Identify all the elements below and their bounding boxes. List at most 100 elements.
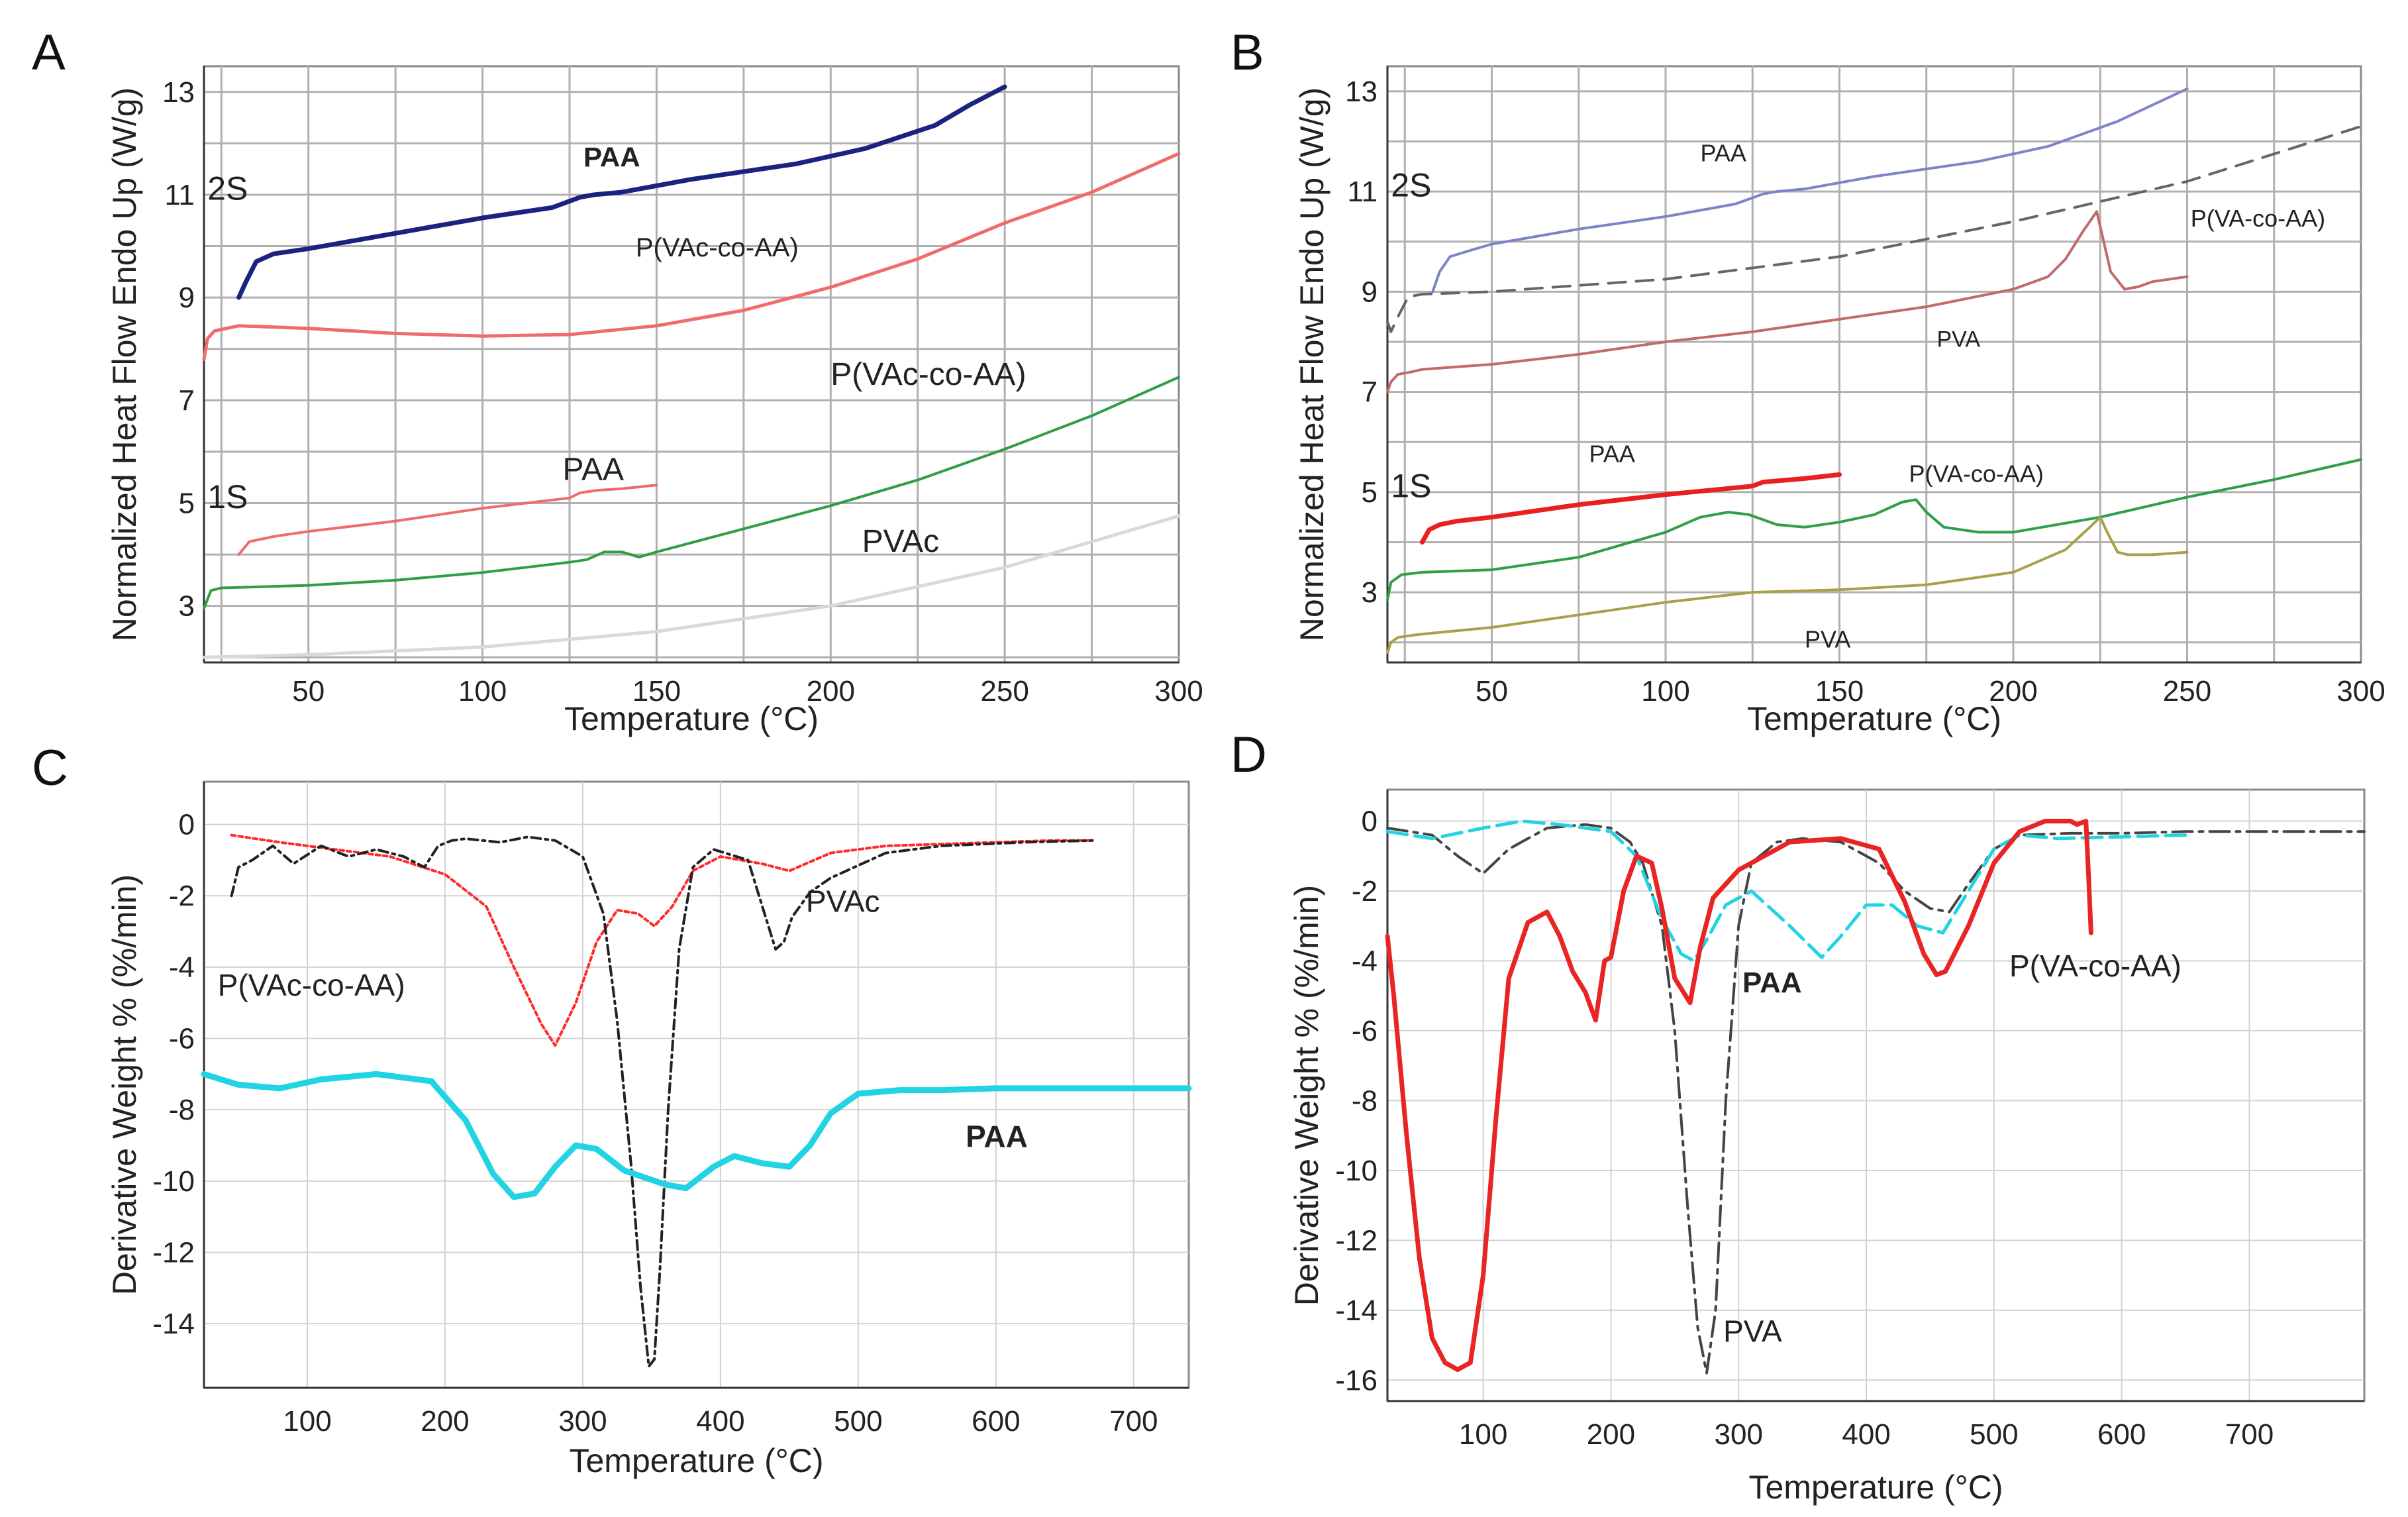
series-annotation: 2S	[1391, 167, 1431, 204]
gridlines	[1387, 66, 2361, 662]
series-line-pva-1s	[1386, 515, 2189, 654]
x-tick-label: 200	[1587, 1418, 1635, 1451]
y-tick-label: -8	[169, 1094, 195, 1126]
series-annotation: 1S	[207, 478, 248, 515]
y-tick-label: 0	[179, 809, 195, 841]
panel-d: D 100 200 300 400 500 600 700 0 -2 -4 -6 -8 -10 -12 -14…	[1230, 727, 2366, 1506]
y-tick-label: 11	[164, 179, 195, 211]
y-tick-label: -6	[169, 1023, 195, 1055]
x-tick-label: 100	[1641, 675, 1689, 707]
plot-area	[1386, 65, 2362, 664]
x-tick-label: 200	[1989, 675, 2037, 707]
series-line-pvac-1s	[202, 514, 1181, 659]
x-axis-title: Temperature (°C)	[564, 700, 819, 737]
series-line-paa-1s	[237, 484, 658, 556]
x-tick-label: 400	[696, 1405, 744, 1438]
x-tick-label: 250	[980, 675, 1028, 707]
series-line-paa	[201, 1071, 1192, 1200]
series-annotation: P(VAc-co-AA)	[636, 233, 799, 262]
series-group	[201, 833, 1192, 1368]
y-tick-label: -12	[152, 1236, 195, 1269]
x-axis-title: Temperature (°C)	[1747, 700, 2001, 737]
series-line-p-vac-co-aa	[230, 833, 1094, 1047]
series-line-paa-1s	[1420, 472, 1842, 545]
panel-c: C 100 200 300 400 500 600 700 0 -2 -4 -6 -8 -10 -12 -14…	[32, 740, 1192, 1479]
x-tick-label: 700	[2225, 1418, 2274, 1451]
x-tick-label: 300	[558, 1405, 607, 1438]
y-tick-label: 11	[1347, 176, 1378, 208]
y-tick-label: -6	[1352, 1015, 1378, 1047]
series-group	[1385, 819, 2366, 1375]
series-annotation: 2S	[207, 170, 248, 207]
panel-letter: C	[32, 740, 68, 796]
y-tick-label: -16	[1335, 1364, 1378, 1396]
y-tick-label: -2	[169, 880, 195, 912]
series-annotation: PVAc	[806, 884, 880, 918]
x-tick-label: 700	[1109, 1405, 1158, 1438]
x-tick-label: 100	[283, 1405, 331, 1438]
series-annotation: PAA	[583, 141, 640, 172]
series-line-p-va-co-aa	[1385, 819, 2093, 1372]
y-axis-title: Normalized Heat Flow Endo Up (W/g)	[1293, 87, 1330, 641]
y-tick-label: -14	[1335, 1294, 1378, 1327]
series-annotation: PVAc	[862, 524, 939, 559]
series-annotation: 1S	[1391, 467, 1431, 504]
panel-a: A 50 100 150 200 250 300 3 5 7 9 11 13 Temperature (°…	[32, 25, 1203, 737]
y-tick-label: 9	[179, 282, 195, 314]
gridlines	[204, 66, 1179, 662]
series-group	[1386, 87, 2362, 654]
panel-b: B 50 100 150 200 250 300 3 5 7 9 11 13 Temperature (°…	[1230, 25, 2385, 737]
y-tick-label: -12	[1335, 1224, 1378, 1257]
y-tick-label: 9	[1362, 276, 1378, 308]
series-annotation: PAA	[1701, 140, 1746, 167]
y-tick-label: -4	[1352, 945, 1378, 977]
x-tick-label: 600	[972, 1405, 1020, 1438]
y-tick-label: 3	[1362, 576, 1378, 609]
x-axis-title: Temperature (°C)	[1749, 1469, 2003, 1506]
series-annotation: P(VA-co-AA)	[2191, 205, 2325, 232]
series-annotation: PAA	[1589, 440, 1635, 467]
series-annotation: PAA	[966, 1120, 1028, 1154]
y-tick-label: 3	[179, 590, 195, 623]
y-tick-label: 5	[179, 487, 195, 519]
x-tick-label: 250	[2163, 675, 2211, 707]
y-tick-label: 7	[179, 384, 195, 417]
x-tick-label: 300	[1715, 1418, 1763, 1451]
series-annotation: P(VA-co-AA)	[1909, 460, 2044, 488]
series-line-pvac	[230, 835, 1094, 1368]
series-annotation: PAA	[1742, 967, 1802, 999]
series-annotation: P(VAc-co-AA)	[218, 968, 405, 1002]
x-tick-label: 600	[2097, 1418, 2146, 1451]
y-tick-label: -8	[1352, 1084, 1378, 1117]
x-tick-label: 500	[1970, 1418, 2018, 1451]
y-tick-label: 0	[1362, 805, 1378, 837]
x-tick-label: 500	[834, 1405, 882, 1438]
panel-letter: D	[1230, 727, 1267, 783]
panel-letter: B	[1230, 25, 1264, 81]
x-tick-label: 100	[458, 675, 507, 707]
series-annotation: PVA	[1805, 625, 1850, 653]
x-axis-title: Temperature (°C)	[570, 1442, 824, 1479]
plot-area	[203, 780, 1190, 1389]
y-axis-title: Normalized Heat Flow Endo Up (W/g)	[106, 87, 143, 641]
series-line-pva-2s	[1386, 210, 2189, 393]
y-tick-label: 7	[1362, 376, 1378, 409]
x-tick-label: 150	[632, 675, 681, 707]
panel-letter: A	[32, 25, 66, 81]
y-axis-title: Derivative Weight % (%/min)	[1288, 885, 1325, 1306]
x-tick-label: 50	[292, 675, 325, 707]
plot-area	[203, 65, 1180, 664]
x-tick-label: 150	[1815, 675, 1864, 707]
gridlines	[1387, 790, 2364, 1401]
x-tick-label: 400	[1842, 1418, 1890, 1451]
series-line-paa-2s	[236, 84, 1007, 300]
series-line-p-vac-co-aa-1s	[203, 376, 1180, 610]
plot-area	[1386, 788, 2366, 1402]
series-annotation: PAA	[562, 452, 623, 488]
series-line-p-vac-co-aa-2s	[202, 152, 1181, 361]
y-tick-label: 13	[162, 76, 195, 109]
y-tick-label: -10	[1335, 1155, 1378, 1187]
series-annotation: PVA	[1723, 1314, 1782, 1348]
x-tick-label: 200	[807, 675, 855, 707]
